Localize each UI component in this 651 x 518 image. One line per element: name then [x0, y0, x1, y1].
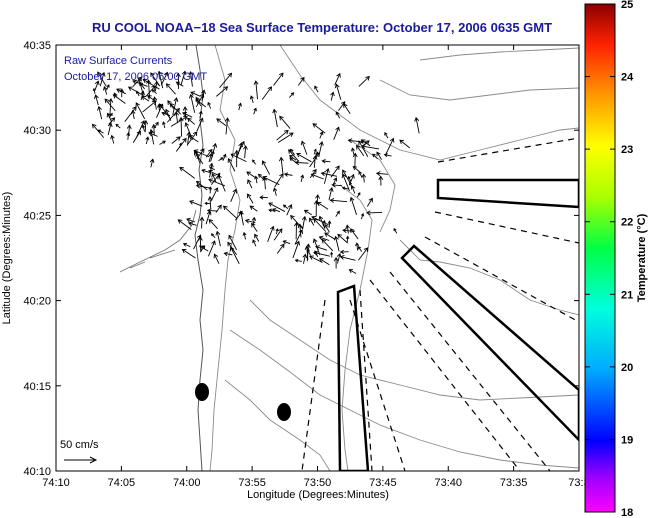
colorbar-tick-label: 19: [621, 434, 633, 446]
figure-title: RU COOL NOAA−18 Sea Surface Temperature:…: [92, 20, 552, 35]
y-tick-label: 40:10: [23, 466, 51, 478]
x-tick-label: 74:05: [108, 477, 136, 489]
y-axis-label: Latitude (Degrees:Minutes): [1, 192, 13, 325]
x-tick-label: 73:35: [500, 477, 528, 489]
y-tick-label: 40:25: [23, 210, 51, 222]
shoreline-detail: [119, 209, 197, 273]
x-tick-label: 73:55: [238, 477, 266, 489]
scale-label: 50 cm/s: [60, 439, 99, 451]
x-axis-label: Longitude (Degrees:Minutes): [247, 489, 389, 501]
x-tick-label: 74:10: [42, 477, 70, 489]
survey-boxes: [336, 178, 579, 471]
colorbar-tick-label: 25: [621, 0, 633, 11]
scale-arrow: [64, 456, 98, 464]
x-tick-label: 73:3: [568, 477, 589, 489]
y-tick-label: 40:15: [23, 381, 51, 393]
colorbar-tick-label: 18: [621, 507, 633, 518]
y-tick-label: 40:20: [23, 296, 51, 308]
colorbar-tick-label: 23: [621, 144, 633, 156]
bathymetry-contours: [209, 45, 579, 471]
y-tick-label: 40:35: [23, 40, 51, 52]
x-tick-label: 74:00: [173, 477, 201, 489]
legend-line-2: October 17, 2006 06:00 GMT: [64, 71, 207, 83]
colorbar-label: Temperature (°C): [636, 213, 648, 302]
station-marker-1: [195, 383, 209, 401]
x-axis: 74:10 74:05 74:00 73:55 73:50 73:45 73:40 73:35…: [42, 45, 590, 489]
colorbar: 25 24 23 22 21 20 19 18 Temperature (°C): [584, 0, 648, 518]
colorbar-tick-label: 21: [621, 289, 633, 301]
surface-current-vectors: [91, 70, 420, 274]
radial-dashed-lines: [301, 137, 579, 471]
legend-line-1: Raw Surface Currents: [64, 55, 173, 67]
station-marker-2: [277, 403, 291, 421]
y-axis: 40:35 40:30 40:25 40:20 40:15 40:10: [23, 40, 579, 478]
colorbar-tick-label: 24: [621, 72, 634, 84]
colorbar-tick-label: 20: [621, 362, 633, 374]
x-tick-label: 73:50: [304, 477, 332, 489]
map-area: [56, 45, 579, 471]
x-tick-label: 73:40: [434, 477, 462, 489]
x-tick-label: 73:45: [369, 477, 397, 489]
y-tick-label: 40:30: [23, 125, 51, 137]
colorbar-tick-label: 22: [621, 217, 633, 229]
